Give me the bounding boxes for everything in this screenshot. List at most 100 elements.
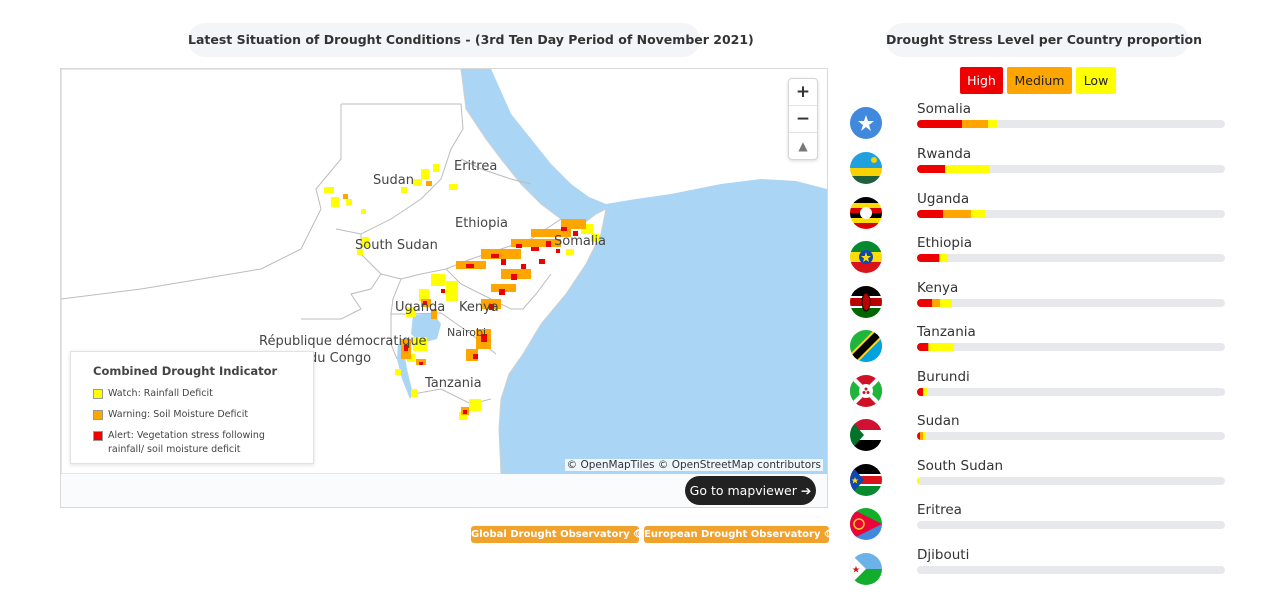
stress-bar (917, 254, 1225, 262)
country-name: Kenya (917, 280, 959, 296)
country-row: Kenya (850, 280, 1230, 327)
stress-bar (917, 432, 1225, 440)
level-high-badge: High (960, 67, 1003, 94)
stress-segment-low (940, 254, 948, 262)
stress-bar (917, 566, 1225, 574)
tanzania-flag-icon (850, 330, 882, 362)
legend-item-watch: Watch: Rainfall Deficit (93, 387, 303, 401)
map-section-title: Latest Situation of Drought Conditions -… (188, 23, 754, 57)
rwanda-flag-icon (850, 152, 882, 184)
country-name: Burundi (917, 369, 970, 385)
country-name: Sudan (917, 413, 960, 429)
stress-segment-low (917, 477, 919, 485)
stress-segment-high (917, 254, 939, 262)
level-medium-badge: Medium (1007, 67, 1072, 94)
south-sudan-flag-icon (850, 464, 882, 496)
stress-segment-high (917, 343, 928, 351)
label-uganda: Uganda (395, 300, 445, 315)
stress-segment-medium (920, 432, 924, 440)
label-tanzania: Tanzania (424, 376, 482, 391)
zoom-in-button[interactable]: + (789, 79, 817, 106)
country-row: Sudan (850, 413, 1230, 460)
country-name: Somalia (917, 101, 972, 117)
stress-segment-high (917, 388, 924, 396)
country-name: Uganda (917, 191, 970, 207)
stress-bar (917, 120, 1225, 128)
global-drought-observatory-link[interactable]: Global Drought Observatory 👁 (471, 526, 646, 543)
country-row: Somalia (850, 101, 1230, 148)
country-name: Ethiopia (917, 235, 972, 251)
stress-bar (917, 165, 1225, 173)
map-attribution[interactable]: © OpenMapTiles © OpenStreetMap contribut… (564, 459, 823, 471)
label-kenya: Kenya (459, 300, 499, 315)
sudan-flag-icon (850, 419, 882, 451)
level-low-badge: Low (1076, 67, 1116, 94)
stress-bar (917, 210, 1225, 218)
stress-segment-low (929, 343, 954, 351)
label-drc-line1: République démocratique (259, 334, 427, 349)
stress-bar (917, 299, 1225, 307)
stress-bar (917, 388, 1225, 396)
label-drc-line2: du Congo (309, 351, 371, 366)
djibouti-flag-icon (850, 553, 882, 585)
country-name: Eritrea (917, 502, 962, 518)
ethiopia-flag-icon (850, 241, 882, 273)
alert-swatch (93, 431, 103, 441)
somalia-flag-icon (850, 107, 882, 139)
stress-segment-high (917, 299, 933, 307)
country-row: South Sudan (850, 458, 1230, 505)
country-row: Djibouti (850, 547, 1230, 594)
watch-swatch (93, 389, 103, 399)
label-eritrea: Eritrea (454, 159, 497, 174)
burundi-flag-icon (850, 375, 882, 407)
drought-pixels (324, 164, 599, 420)
stress-segment-low (970, 210, 985, 218)
label-south-sudan: South Sudan (355, 238, 438, 253)
country-row: Rwanda (850, 146, 1230, 193)
reset-north-button[interactable]: ▲ (798, 139, 808, 153)
stress-segment-low (940, 299, 953, 307)
map-legend: Combined Drought Indicator Watch: Rainfa… (70, 351, 314, 464)
stress-segment-high (917, 165, 945, 173)
lake-victoria (411, 313, 441, 343)
legend-item-warning: Warning: Soil Moisture Deficit (93, 408, 303, 422)
stress-segment-low (944, 165, 990, 173)
country-name: Rwanda (917, 146, 972, 162)
country-name: Tanzania (917, 324, 976, 340)
go-to-mapviewer-button[interactable]: Go to mapviewer ➔ (685, 476, 816, 505)
stress-segment-low (987, 120, 998, 128)
stress-bar (917, 343, 1225, 351)
country-row: Burundi (850, 369, 1230, 416)
uganda-flag-icon (850, 197, 882, 229)
stress-segment-medium (961, 120, 988, 128)
map-labels: Sudan Eritrea Ethiopia South Sudan Somal… (259, 159, 606, 391)
label-sudan: Sudan (373, 173, 414, 188)
label-somalia: Somalia (554, 234, 606, 249)
legend-item-alert: Alert: Vegetation stress following rainf… (93, 429, 303, 457)
stress-segment-medium (932, 299, 941, 307)
stress-bar (917, 521, 1225, 529)
country-row: Uganda (850, 191, 1230, 238)
stress-segment-low (923, 388, 928, 396)
stress-segment-low (923, 432, 926, 440)
arabian-peninsula (491, 69, 827, 204)
label-nairobi: Nairobi (447, 326, 486, 339)
country-row: Eritrea (850, 502, 1230, 549)
stress-segment-medium (927, 343, 930, 351)
stress-segment-high (917, 210, 944, 218)
zoom-out-button[interactable]: − (789, 106, 817, 133)
stress-segment-high (917, 432, 921, 440)
country-name: South Sudan (917, 458, 1004, 474)
stress-segment-medium (943, 210, 971, 218)
eritrea-flag-icon (850, 508, 882, 540)
european-drought-observatory-link[interactable]: European Drought Observatory 👁 (644, 526, 837, 543)
stress-segment-high (917, 120, 962, 128)
stress-bar (917, 477, 1225, 485)
label-ethiopia: Ethiopia (455, 216, 508, 231)
legend-title: Combined Drought Indicator (93, 364, 278, 378)
drought-map[interactable]: Sudan Eritrea Ethiopia South Sudan Somal… (60, 68, 828, 508)
country-row: Ethiopia (850, 235, 1230, 282)
kenya-flag-icon (850, 286, 882, 318)
stress-segment-medium (938, 254, 941, 262)
country-name: Djibouti (917, 547, 970, 563)
